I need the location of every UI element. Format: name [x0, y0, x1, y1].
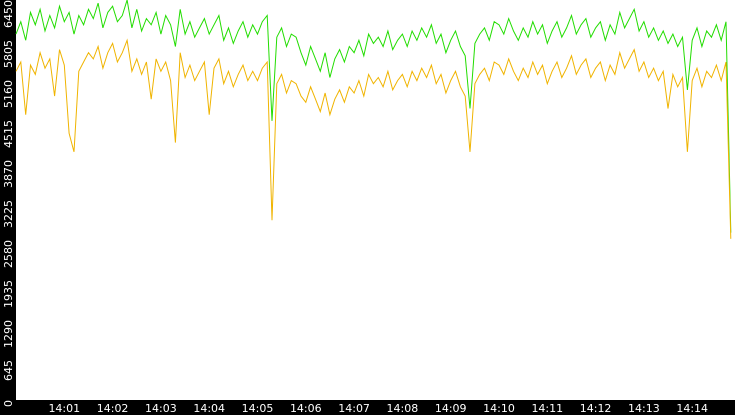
- x-tick-label: 14:14: [676, 402, 708, 415]
- y-tick-label: 3870: [2, 160, 15, 188]
- y-tick-label: 5160: [2, 80, 15, 108]
- y-tick-label: 2580: [2, 240, 15, 268]
- x-tick-label: 14:03: [145, 402, 177, 415]
- x-tick-label: 14:06: [290, 402, 322, 415]
- x-tick-label: 14:09: [435, 402, 467, 415]
- series-line: [15, 38, 732, 239]
- x-tick-label: 14:11: [531, 402, 563, 415]
- y-axis-strip: [0, 0, 16, 415]
- x-tick-label: 14:08: [387, 402, 419, 415]
- x-tick-label: 14:02: [97, 402, 129, 415]
- y-tick-label: 1290: [2, 320, 15, 348]
- x-tick-label: 14:13: [628, 402, 660, 415]
- x-tick-label: 14:04: [193, 402, 225, 415]
- y-tick-label: 1935: [2, 280, 15, 308]
- x-axis-strip: [0, 400, 735, 415]
- y-tick-label: 6450: [2, 0, 15, 28]
- y-tick-label: 3225: [2, 200, 15, 228]
- x-tick-label: 14:05: [242, 402, 274, 415]
- y-tick-label: 4515: [2, 120, 15, 148]
- x-tick-label: 14:07: [338, 402, 370, 415]
- x-tick-label: 14:12: [580, 402, 612, 415]
- series-line: [15, 0, 732, 233]
- y-tick-label: 5805: [2, 40, 15, 68]
- y-tick-label: 645: [2, 360, 15, 381]
- x-tick-label: 14:01: [48, 402, 80, 415]
- y-tick-label: 0: [2, 400, 15, 407]
- x-tick-label: 14:10: [483, 402, 515, 415]
